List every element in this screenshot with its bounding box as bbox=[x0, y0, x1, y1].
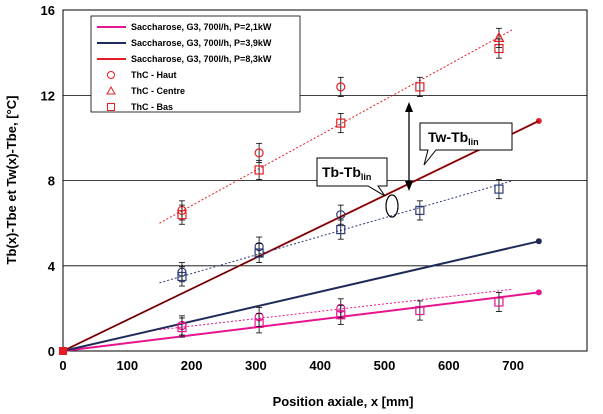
marker-square bbox=[254, 165, 264, 175]
marker-square bbox=[336, 310, 346, 320]
marker-circle bbox=[336, 210, 346, 220]
x-tick-label: 500 bbox=[374, 358, 396, 373]
trend-line bbox=[159, 288, 514, 331]
callout-tb-tb: Tb-Tblin bbox=[316, 157, 399, 218]
x-tick-label: 600 bbox=[438, 358, 460, 373]
legend-label-3-9kw: Saccharose, G3, 700l/h, P=3,9kW bbox=[131, 38, 272, 48]
marker-square bbox=[415, 305, 425, 316]
y-axis-title: Tb(x)-Tbe et Tw(x)-Tbe, [°C] bbox=[4, 96, 19, 265]
marker-square bbox=[415, 205, 425, 216]
ticks: 0 4 8 12 16 0 100 200 300 400 500 600 700 bbox=[41, 3, 524, 373]
x-tick-label: 100 bbox=[116, 358, 138, 373]
marker-triangle bbox=[493, 31, 505, 42]
series-line-thin bbox=[62, 120, 539, 352]
difference-arrow bbox=[405, 102, 413, 191]
legend: Saccharose, G3, 700l/h, P=2,1kW Saccharo… bbox=[90, 15, 301, 113]
marker-square bbox=[254, 248, 264, 258]
callout-tw-tb-label: Tw-Tblin bbox=[428, 129, 479, 147]
legend-label-centre: ThC - Centre bbox=[131, 86, 185, 96]
x-tick-label: 0 bbox=[59, 358, 66, 373]
legend-label-2-1kw: Saccharose, G3, 700l/h, P=2,1kW bbox=[131, 22, 272, 32]
marker-square bbox=[336, 118, 346, 128]
legend-box bbox=[90, 15, 301, 113]
x-tick-label: 300 bbox=[245, 358, 267, 373]
y-tick-label: 4 bbox=[48, 259, 56, 274]
marker-square bbox=[494, 297, 504, 307]
legend-marker-circle bbox=[107, 71, 115, 79]
y-tick-label: 12 bbox=[41, 88, 55, 103]
marker-layer bbox=[59, 27, 514, 355]
marker-square bbox=[494, 184, 504, 194]
series-end-point bbox=[535, 238, 542, 245]
x-tick-label: 400 bbox=[309, 358, 331, 373]
legend-label-8-3kw: Saccharose, G3, 700l/h, P=8,3kW bbox=[131, 54, 272, 64]
callout-tw-tb-box bbox=[419, 122, 513, 166]
y-tick-label: 8 bbox=[48, 174, 55, 189]
legend-label-haut: ThC - Haut bbox=[131, 70, 177, 80]
marker-square bbox=[177, 210, 187, 220]
marker-circle bbox=[336, 82, 346, 92]
legend-marker-square bbox=[107, 103, 115, 111]
x-axis-title: Position axiale, x [mm] bbox=[273, 394, 414, 409]
marker-square bbox=[415, 82, 425, 92]
callout-tb-tb-label: Tb-Tblin bbox=[322, 164, 371, 182]
series-layer bbox=[62, 117, 542, 352]
callout-tw-tb: Tw-Tblin bbox=[419, 122, 513, 166]
x-tick-label: 700 bbox=[502, 358, 524, 373]
y-tick-label: 16 bbox=[41, 3, 55, 18]
marker-square bbox=[254, 318, 264, 328]
legend-marker-triangle bbox=[106, 85, 116, 95]
callout-tb-tb-ellipse bbox=[385, 194, 399, 218]
marker-square bbox=[177, 271, 187, 282]
series-line bbox=[62, 291, 539, 352]
marker-circle bbox=[254, 148, 264, 158]
x-tick-label: 200 bbox=[181, 358, 203, 373]
series-line bbox=[62, 240, 540, 352]
legend-label-bas: ThC - Bas bbox=[131, 102, 173, 112]
series-end-point bbox=[535, 289, 542, 296]
y-tick-label: 0 bbox=[48, 344, 55, 359]
origin-marker bbox=[59, 347, 67, 355]
marker-square bbox=[336, 224, 346, 235]
marker-square bbox=[177, 322, 187, 333]
callout-tb-tb-box bbox=[316, 157, 388, 197]
